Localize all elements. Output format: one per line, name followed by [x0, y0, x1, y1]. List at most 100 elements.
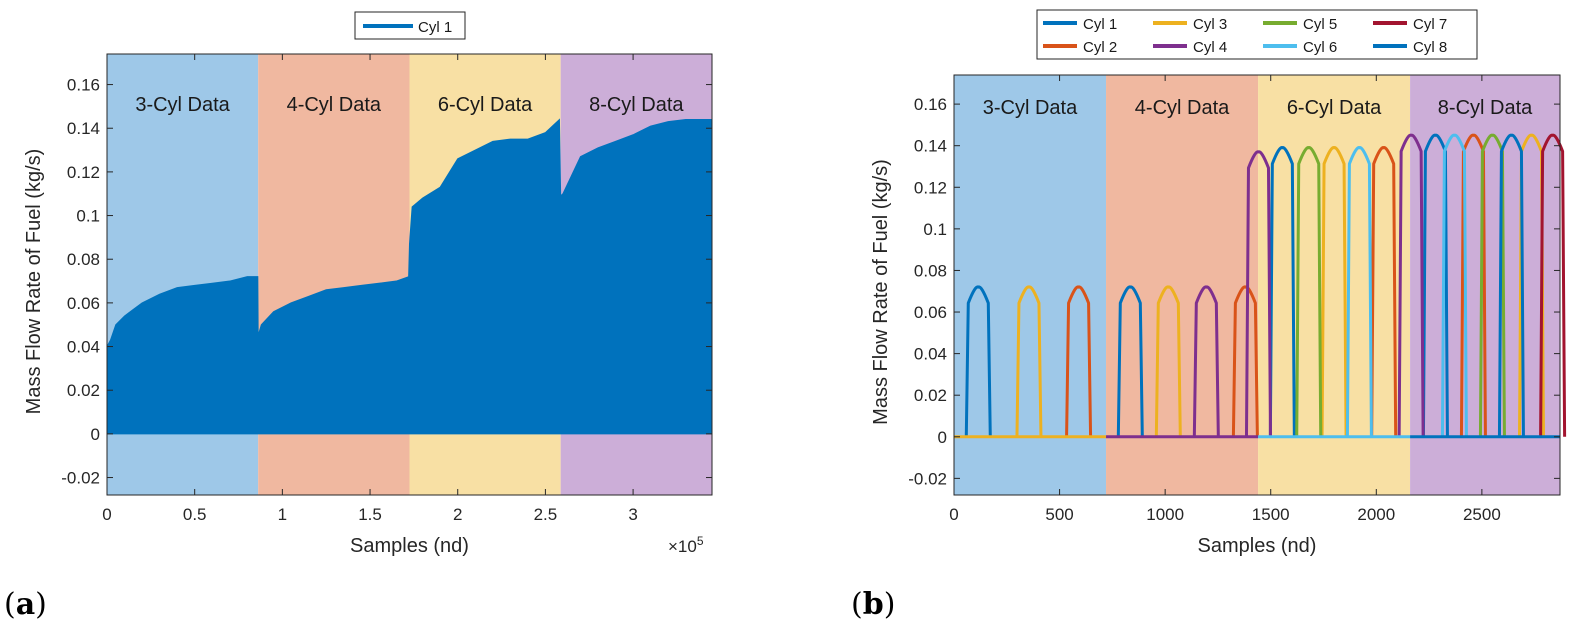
- region-layer-b: 3-Cyl Data 4-Cyl Data 6-Cyl Data 8-Cyl Data: [954, 75, 1560, 495]
- region-label-2: 4-Cyl Data: [287, 94, 382, 116]
- series-5: [1295, 133, 1506, 437]
- ticks-b: 0 500 1000 1500 2000 2500-0.0200.020.040.060.…: [908, 75, 1560, 524]
- x-exponent-power: 5: [697, 534, 704, 548]
- pulse-3-2: [1154, 285, 1182, 437]
- pulse-2-4: [1459, 133, 1487, 437]
- region-label-4: 8-Cyl Data: [1438, 97, 1533, 119]
- legend-entry-2: Cyl 2: [1083, 39, 1117, 56]
- pulse-4-1: [1192, 285, 1220, 437]
- x-tick-label: 0: [949, 505, 958, 524]
- chart-a: 3-Cyl Data 4-Cyl Data 6-Cyl Data 8-Cyl Data…: [23, 11, 713, 557]
- pulse-6-2: [1440, 133, 1468, 437]
- legend-entry-8: Cyl 8: [1413, 39, 1447, 56]
- legend-b: Cyl 1 Cyl 2 Cyl 3 Cyl 4 Cyl 5 Cyl 6 Cyl 7 Cyl 8: [1036, 9, 1478, 60]
- y-axis-label-a: Mass Flow Rate of Fuel (kg/s): [23, 149, 45, 415]
- x-axis-label-b: Samples (nd): [1198, 535, 1317, 557]
- panel-label-a-open: (: [4, 587, 16, 622]
- pulse-1-4: [1421, 133, 1449, 437]
- pulse-3-1: [1015, 285, 1043, 437]
- region-label-3: 6-Cyl Data: [438, 94, 533, 116]
- y-axis-label-b: Mass Flow Rate of Fuel (kg/s): [870, 159, 892, 425]
- y-tick-label: 0.06: [914, 303, 947, 322]
- y-tick-label: 0.02: [67, 381, 100, 400]
- region-label-1: 3-Cyl Data: [983, 97, 1078, 119]
- region-label-4: 8-Cyl Data: [589, 94, 684, 116]
- pulse-5-1: [1295, 146, 1323, 437]
- legend-entry-7: Cyl 7: [1413, 16, 1447, 33]
- y-tick-label: 0: [91, 425, 100, 444]
- legend-box: [1036, 9, 1478, 60]
- x-tick-label: 1: [278, 505, 287, 524]
- y-tick-label: 0.12: [914, 178, 947, 197]
- x-tick-label: 3: [628, 505, 637, 524]
- pulse-4-3: [1397, 133, 1425, 437]
- panel-label-b-open: (: [851, 587, 863, 622]
- series-2: [1065, 133, 1487, 437]
- region-1: [954, 75, 1107, 495]
- x-axis-label-a: Samples (nd): [350, 535, 469, 557]
- legend-entry-4: Cyl 4: [1193, 39, 1227, 56]
- x-tick-label: 0: [102, 505, 111, 524]
- series-8: [1497, 133, 1525, 437]
- panel-label-a-close: ): [35, 587, 47, 622]
- pulse-4-2: [1244, 150, 1272, 437]
- y-tick-label: 0.16: [67, 76, 100, 95]
- x-tick-label: 2500: [1463, 505, 1501, 524]
- series-layer-a: [106, 118, 713, 435]
- y-tick-label: 0.1: [923, 220, 947, 239]
- y-tick-label: -0.02: [61, 469, 100, 488]
- legend-entry: Cyl 1: [418, 19, 452, 36]
- y-tick-label: 0.04: [67, 338, 100, 357]
- x-tick-label: 1000: [1146, 505, 1184, 524]
- y-tick-label: 0.12: [67, 163, 100, 182]
- pulse-2-1: [1065, 285, 1093, 437]
- y-tick-label: 0.16: [914, 95, 947, 114]
- y-tick-label: 0.02: [914, 386, 947, 405]
- y-tick-label: 0.06: [67, 294, 100, 313]
- ticks-a: 0 0.5 1 1.5 2 2.5 3-0.0200.020.040.060.080.10.…: [61, 54, 712, 524]
- series-area: [106, 118, 713, 435]
- x-tick-label: 1500: [1252, 505, 1290, 524]
- pulse-1-1: [964, 285, 992, 437]
- y-tick-label: 0.08: [914, 261, 947, 280]
- pulse-1-2: [1116, 285, 1144, 437]
- axes-box-a: [106, 53, 713, 496]
- series-3: [1015, 133, 1545, 437]
- pulse-2-2: [1231, 285, 1259, 437]
- chart-b: 3-Cyl Data 4-Cyl Data 6-Cyl Data 8-Cyl Data…: [870, 9, 1567, 557]
- y-tick-label: 0.04: [914, 345, 947, 364]
- x-axis-exponent-a: ×105: [668, 534, 704, 556]
- x-exponent-base: ×10: [668, 537, 697, 556]
- pulse-1-3: [1268, 146, 1296, 437]
- x-tick-label: 2000: [1357, 505, 1395, 524]
- series-4: [1192, 133, 1425, 437]
- pulse-2-3: [1370, 146, 1398, 437]
- region-label-3: 6-Cyl Data: [1287, 97, 1382, 119]
- legend-entry-3: Cyl 3: [1193, 16, 1227, 33]
- x-tick-label: 1.5: [358, 505, 382, 524]
- legend-entry-6: Cyl 6: [1303, 39, 1337, 56]
- region-label-2: 4-Cyl Data: [1135, 97, 1230, 119]
- panel-label-a: (a): [4, 587, 47, 622]
- region-label-1: 3-Cyl Data: [135, 94, 230, 116]
- pulse-6-1: [1345, 146, 1373, 437]
- legend-entry-1: Cyl 1: [1083, 16, 1117, 33]
- series-1: [964, 133, 1449, 437]
- y-tick-label: 0: [938, 428, 947, 447]
- pulse-8-1: [1497, 133, 1525, 437]
- panel-label-b: (b): [851, 587, 895, 622]
- panel-label-b-close: ): [883, 587, 896, 622]
- y-tick-label: -0.02: [908, 469, 947, 488]
- y-tick-label: 0.14: [914, 137, 947, 156]
- region-3: [1258, 75, 1411, 495]
- region-2: [1106, 75, 1259, 495]
- axes-box-b: [953, 74, 1561, 496]
- y-tick-label: 0.1: [76, 207, 100, 226]
- x-tick-label: 2.5: [534, 505, 558, 524]
- pulse-3-3: [1320, 146, 1348, 437]
- panel-label-b-letter: b: [862, 587, 884, 622]
- legend-a: Cyl 1: [354, 11, 466, 40]
- x-tick-label: 500: [1045, 505, 1073, 524]
- legend-entry-5: Cyl 5: [1303, 16, 1337, 33]
